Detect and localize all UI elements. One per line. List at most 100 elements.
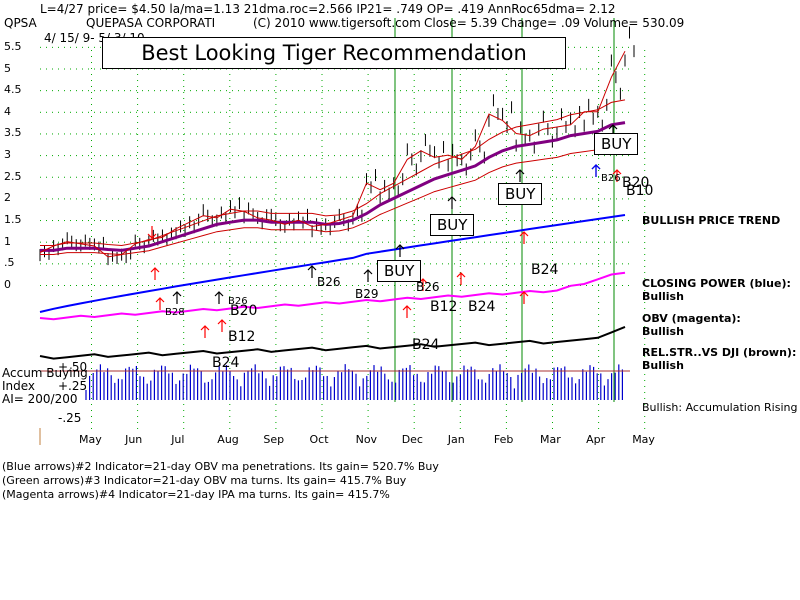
grid-dot [91, 392, 92, 393]
grid-dot [91, 254, 92, 255]
grid-dot [160, 176, 161, 178]
grid-dot [298, 198, 299, 200]
grid-dot [367, 110, 369, 111]
grid-dot [229, 326, 231, 327]
grid-dot [367, 92, 369, 93]
grid-dot [580, 90, 581, 92]
grid-dot [310, 90, 311, 92]
grid-dot [91, 218, 92, 219]
grid-dot [229, 116, 231, 117]
grid-dot [412, 133, 413, 135]
grid-dot [183, 140, 185, 141]
grid-dot [154, 285, 155, 286]
grid-dot [598, 104, 600, 105]
grid-dot [100, 111, 101, 113]
grid-dot [321, 290, 323, 291]
grid-dot [552, 266, 553, 267]
grid-dot [183, 170, 185, 171]
grid-dot [321, 242, 323, 243]
grid-dot [40, 241, 41, 243]
grid-dot [616, 285, 617, 286]
grid-dot [628, 198, 629, 200]
grid-dot [644, 182, 646, 183]
grid-dot [238, 198, 239, 200]
grid-dot [91, 332, 92, 333]
grid-dot [562, 220, 563, 222]
grid-dot [520, 263, 521, 265]
grid-dot [91, 374, 92, 375]
grid-dot [514, 90, 515, 92]
grid-dot [256, 155, 257, 157]
grid-dot [598, 46, 599, 48]
grid-dot [358, 90, 359, 92]
grid-dot [166, 155, 167, 157]
grid-dot [550, 68, 551, 70]
grid-dot [112, 263, 113, 265]
grid-dot [275, 410, 277, 411]
grid-dot [275, 404, 277, 405]
grid-dot [280, 68, 281, 70]
grid-dot [459, 308, 461, 309]
grid-dot [526, 263, 527, 265]
grid-dot [538, 285, 539, 286]
grid-dot [598, 326, 600, 327]
grid-dot [244, 155, 245, 157]
grid-dot [94, 176, 95, 178]
grid-dot [58, 241, 59, 243]
grid-dot [124, 133, 125, 135]
grid-dot [91, 314, 92, 315]
grid-dot [334, 176, 335, 178]
grid-dot [598, 344, 600, 345]
grid-dot [82, 198, 83, 200]
grid-dot [544, 220, 545, 222]
grid-dot [400, 155, 401, 157]
closing-power-line [39, 214, 626, 313]
grid-dot [568, 133, 569, 135]
grid-dot [454, 285, 455, 286]
grid-dot [367, 368, 369, 369]
grid-dot [91, 74, 92, 75]
grid-dot [644, 266, 646, 267]
grid-dot [412, 176, 413, 178]
grid-dot [358, 285, 359, 286]
grid-dot [40, 263, 41, 265]
grid-dot [202, 68, 203, 70]
grid-dot [183, 278, 185, 279]
grid-dot [413, 212, 415, 213]
grid-dot [478, 90, 479, 92]
grid-dot [367, 176, 369, 177]
grid-dot [598, 176, 599, 178]
grid-dot [496, 155, 497, 157]
grid-dot [367, 188, 369, 189]
buy-signal-lines [394, 18, 615, 402]
grid-dot [508, 176, 509, 178]
grid-dot [484, 263, 485, 265]
grid-dot [328, 198, 329, 200]
grid-dot [183, 320, 185, 321]
grid-dot [552, 230, 553, 231]
grid-dot [275, 86, 277, 87]
grid-dot [46, 285, 47, 286]
grid-dot [82, 263, 83, 265]
up-arrow [612, 169, 622, 182]
grid-dot [592, 155, 593, 157]
grid-dot [574, 46, 575, 48]
grid-dot [644, 134, 646, 135]
grid-dot [91, 266, 92, 267]
grid-dot [142, 133, 143, 135]
up-arrow [150, 267, 160, 280]
grid-dot [382, 90, 383, 92]
grid-dot [137, 110, 139, 111]
grid-dot [413, 302, 415, 303]
grid-dot [214, 198, 215, 200]
grid-dot [94, 155, 95, 157]
grid-dot [610, 111, 611, 113]
grid-dot [124, 263, 125, 265]
grid-dot [552, 122, 553, 123]
grid-dot [183, 230, 185, 231]
grid-dot [298, 241, 299, 243]
grid-dot [166, 111, 167, 113]
grid-dot [137, 182, 139, 183]
grid-dot [229, 272, 231, 273]
grid-dot [137, 260, 139, 261]
